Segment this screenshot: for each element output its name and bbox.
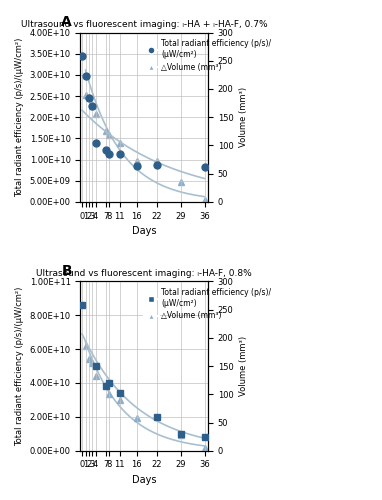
- Text: A: A: [61, 15, 72, 29]
- Title: Ultrasound vs fluorescent imaging: ₗ-HA + ₗ-HA-F, 0.7%: Ultrasound vs fluorescent imaging: ₗ-HA …: [21, 20, 267, 29]
- Legend: Total radiant efficiency (p/s)/
(μW/cm²), △Volume (mm³): Total radiant efficiency (p/s)/ (μW/cm²)…: [141, 36, 274, 74]
- Legend: Total radiant efficiency (p/s)/
(μW/cm²), △Volume (mm³): Total radiant efficiency (p/s)/ (μW/cm²)…: [141, 285, 274, 324]
- Title: Ultrasound vs fluorescent imaging: ₗ-HA-F, 0.8%: Ultrasound vs fluorescent imaging: ₗ-HA-…: [36, 269, 252, 278]
- Y-axis label: Total radiant efficiency (p/s)/(μW/cm²): Total radiant efficiency (p/s)/(μW/cm²): [15, 38, 24, 197]
- X-axis label: Days: Days: [132, 226, 157, 236]
- Y-axis label: Volume (mm³): Volume (mm³): [239, 87, 248, 147]
- Y-axis label: Volume (mm³): Volume (mm³): [239, 336, 248, 396]
- Text: B: B: [61, 264, 72, 278]
- X-axis label: Days: Days: [132, 475, 157, 485]
- Y-axis label: Total radiant efficiency (p/s)/(μW/cm²): Total radiant efficiency (p/s)/(μW/cm²): [15, 286, 24, 446]
